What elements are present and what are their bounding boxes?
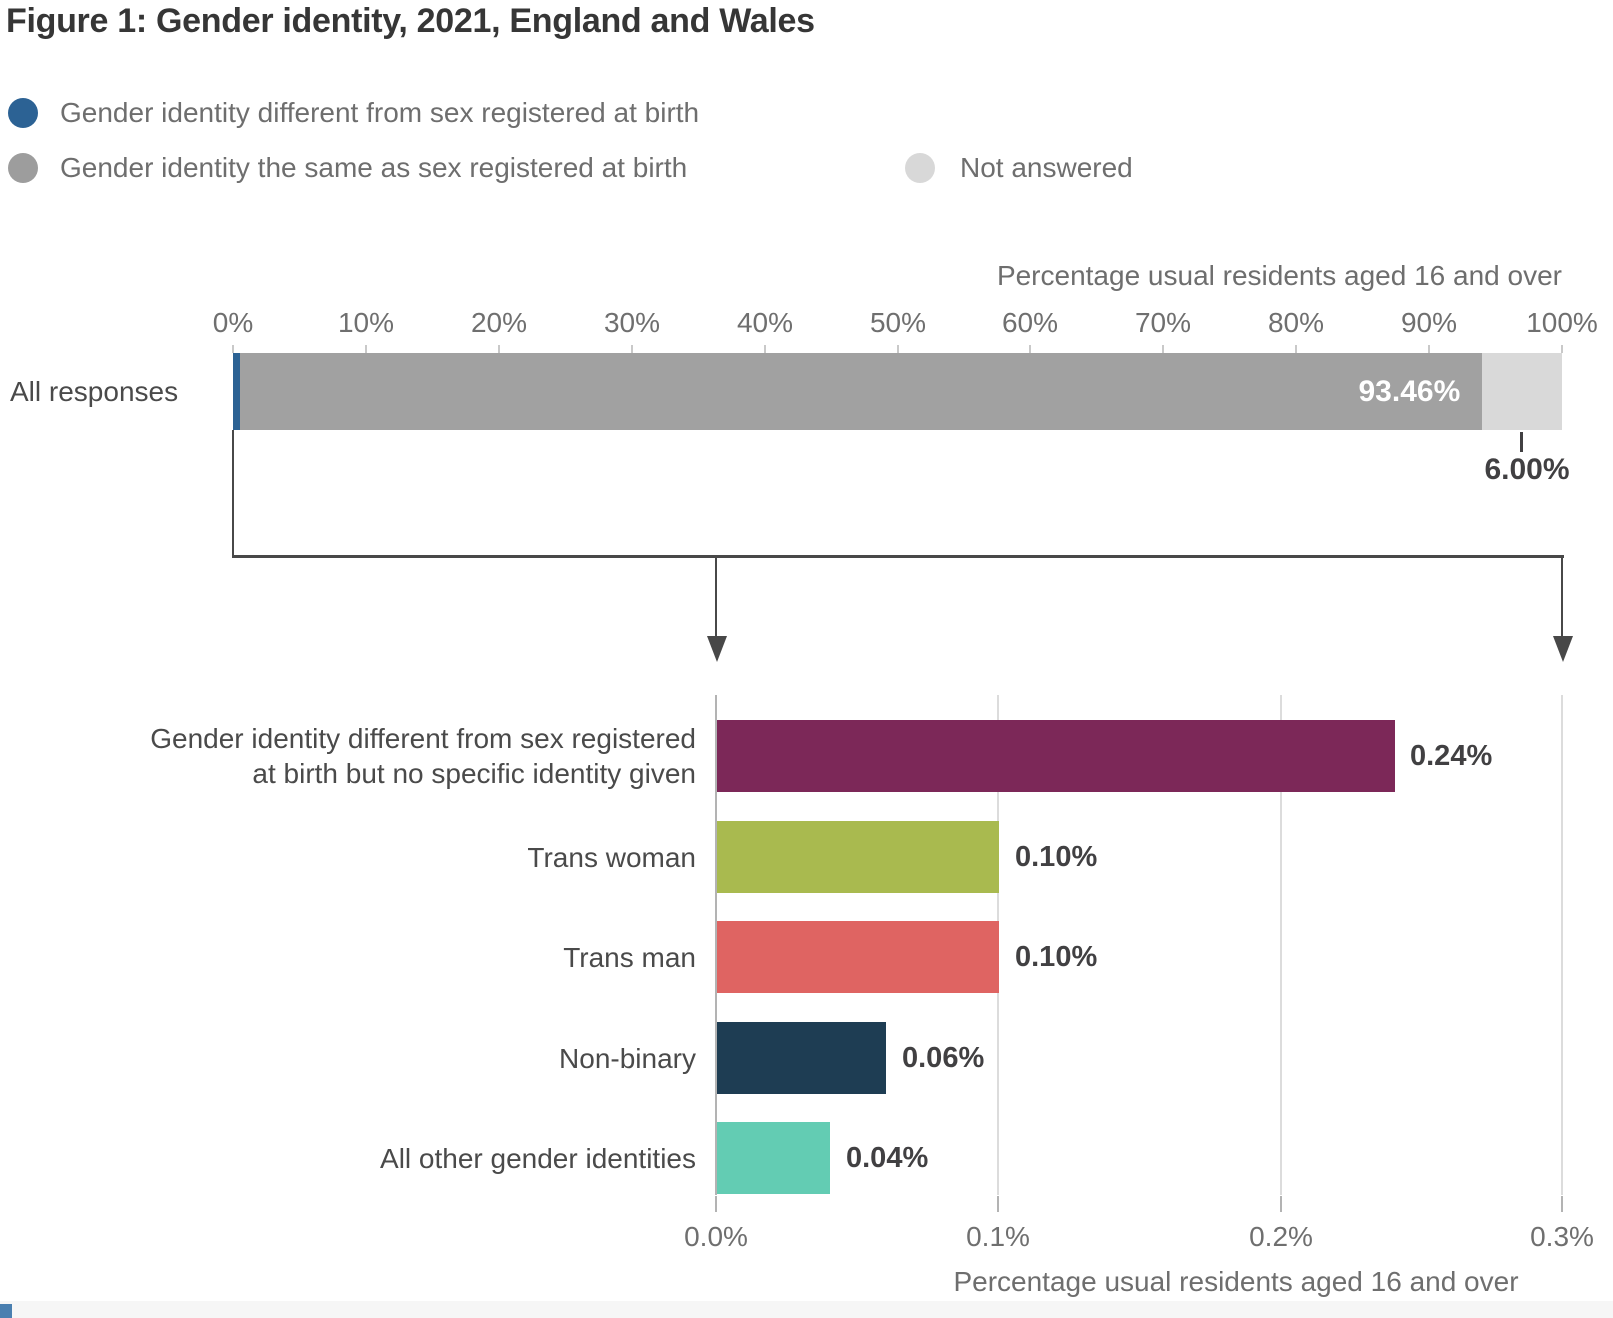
segment-same-as-sex: 93.46% xyxy=(240,353,1483,430)
top-tick-label-50: 50% xyxy=(869,307,927,338)
top-tick-mark xyxy=(897,345,899,353)
connector-left-vertical-line xyxy=(232,430,234,557)
down-arrow-right-icon xyxy=(1553,636,1573,662)
legend-swatch-not-answered-icon xyxy=(905,153,935,183)
legend-label-same: Gender identity the same as sex register… xyxy=(60,152,688,183)
top-tick-label-70: 70% xyxy=(1134,307,1192,338)
category-label-all-other: All other gender identities xyxy=(6,1122,696,1194)
category-label-line: at birth but no specific identity given xyxy=(252,758,696,789)
top-bar-category-label: All responses xyxy=(10,375,179,407)
legend-swatch-different-icon xyxy=(8,98,38,128)
top-tick-mark xyxy=(764,345,766,353)
bottom-tick-label-0.0: 0.0% xyxy=(684,1221,748,1252)
bottom-tick-label-0.1: 0.1% xyxy=(966,1221,1030,1252)
value-label-all-other: 0.04% xyxy=(846,1141,929,1174)
top-tick-label-90: 90% xyxy=(1400,307,1458,338)
bottom-tick-mark xyxy=(997,1196,999,1212)
legend-label-not-answered: Not answered xyxy=(960,152,1133,183)
bar-no-specific-identity xyxy=(717,720,1395,792)
value-label-trans-woman: 0.10% xyxy=(1015,840,1098,873)
segment-same-value-label: 93.46% xyxy=(1358,374,1461,408)
top-tick-mark xyxy=(365,345,367,353)
top-tick-mark xyxy=(1295,345,1297,353)
segment-different-from-sex xyxy=(233,353,241,430)
bar-all-other xyxy=(717,1122,830,1194)
category-label-trans-woman: Trans woman xyxy=(6,821,696,893)
top-tick-mark xyxy=(1029,345,1031,353)
top-tick-mark xyxy=(1162,345,1164,353)
category-label-line: Non-binary xyxy=(559,1042,696,1074)
category-label-no-specific-identity: Gender identity different from sex regis… xyxy=(6,720,696,792)
segment-not-answered xyxy=(1482,353,1562,430)
bottom-tick-label-0.3: 0.3% xyxy=(1530,1221,1594,1252)
top-tick-label-40: 40% xyxy=(736,307,794,338)
category-label-line: All other gender identities xyxy=(380,1142,696,1174)
top-tick-mark xyxy=(1561,345,1563,353)
connector-horizontal-line xyxy=(232,555,1564,558)
page-bottom-fragment xyxy=(0,1304,12,1318)
top-tick-label-60: 60% xyxy=(1001,307,1059,338)
value-label-trans-man: 0.10% xyxy=(1015,940,1098,973)
top-tick-mark xyxy=(631,345,633,353)
top-tick-label-20: 20% xyxy=(470,307,528,338)
bottom-tick-mark xyxy=(715,1196,717,1212)
legend-swatch-same-icon xyxy=(8,153,38,183)
gridline-0.3 xyxy=(1561,695,1563,1195)
top-tick-mark xyxy=(1428,345,1430,353)
top-tick-label-100: 100% xyxy=(1526,307,1598,338)
figure-title: Figure 1: Gender identity, 2021, England… xyxy=(6,2,815,40)
bar-non-binary xyxy=(717,1022,887,1094)
bottom-tick-mark xyxy=(1280,1196,1282,1212)
stacked-bar-all-responses: 93.46% xyxy=(233,353,1562,430)
top-tick-mark xyxy=(232,345,234,353)
category-label-line: Trans woman xyxy=(527,841,696,873)
top-tick-label-10: 10% xyxy=(337,307,395,338)
bottom-tick-mark xyxy=(1561,1196,1563,1212)
page-footer-strip xyxy=(0,1301,1613,1318)
top-x-axis-title: Percentage usual residents aged 16 and o… xyxy=(996,260,1562,291)
top-tick-label-0: 0% xyxy=(212,307,254,338)
not-answered-callout-line xyxy=(1520,432,1523,452)
down-arrow-left-icon xyxy=(707,636,727,662)
gridline-0.2 xyxy=(1280,695,1282,1195)
connector-arrow-right-stem xyxy=(1561,558,1563,636)
bar-trans-man xyxy=(717,921,1000,993)
top-tick-mark xyxy=(498,345,500,353)
category-label-line: Gender identity different from sex regis… xyxy=(150,723,696,754)
bottom-x-axis-title: Percentage usual residents aged 16 and o… xyxy=(953,1266,1519,1297)
bottom-tick-label-0.2: 0.2% xyxy=(1249,1221,1313,1252)
category-label-non-binary: Non-binary xyxy=(6,1022,696,1094)
connector-arrow-left-stem xyxy=(715,558,717,636)
top-tick-label-80: 80% xyxy=(1267,307,1325,338)
category-label-line: Trans man xyxy=(563,941,696,973)
legend-label-different: Gender identity different from sex regis… xyxy=(60,97,700,128)
bar-trans-woman xyxy=(717,821,1000,893)
top-tick-label-30: 30% xyxy=(603,307,661,338)
not-answered-value-label: 6.00% xyxy=(1484,453,1570,486)
gridline-0.0 xyxy=(715,695,717,1195)
value-label-no-specific-identity: 0.24% xyxy=(1410,739,1493,772)
value-label-non-binary: 0.06% xyxy=(902,1041,985,1074)
category-label-trans-man: Trans man xyxy=(6,921,696,993)
